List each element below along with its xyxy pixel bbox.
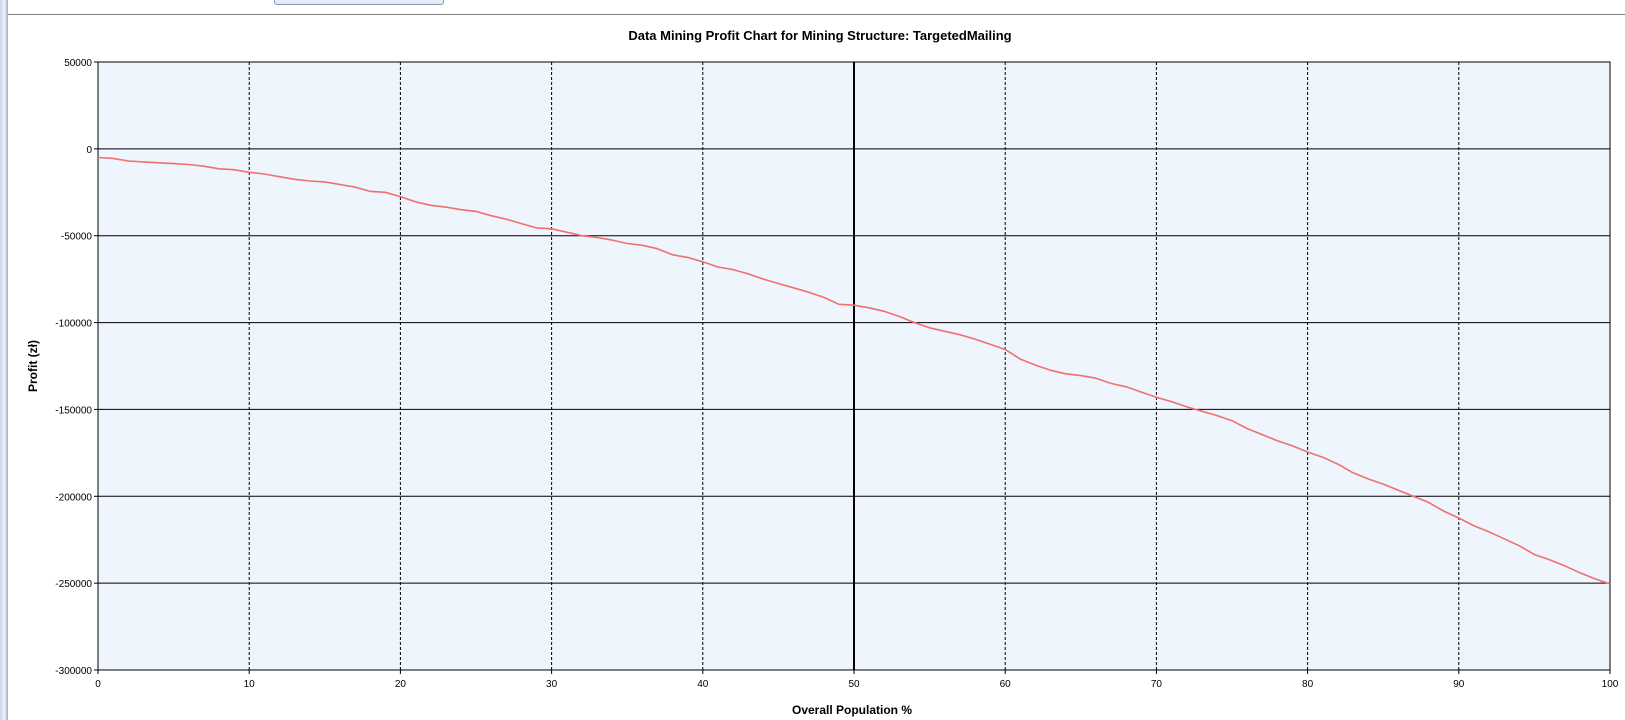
x-tick-label: 80 <box>1302 679 1314 690</box>
x-tick-label: 70 <box>1151 679 1163 690</box>
x-tick-label: 0 <box>95 679 101 690</box>
x-tick-label: 60 <box>1000 679 1012 690</box>
y-tick-label: 50000 <box>64 58 92 69</box>
x-tick-label: 30 <box>546 679 558 690</box>
y-tick-label: -100000 <box>55 319 92 330</box>
x-gridlines <box>248 62 1460 670</box>
x-axis-ticks: 0 10 20 30 40 50 60 70 80 90 100 <box>95 670 1619 690</box>
x-tick-label: 50 <box>848 679 860 690</box>
y-axis-title: Profit (zł) <box>26 340 40 392</box>
chart-title: Data Mining Profit Chart for Mining Stru… <box>628 28 1011 43</box>
header-divider <box>8 14 1625 15</box>
x-tick-label: 40 <box>697 679 709 690</box>
y-tick-label: 0 <box>86 145 92 156</box>
x-tick-label: 10 <box>244 679 256 690</box>
x-tick-label: 20 <box>395 679 407 690</box>
y-tick-label: -300000 <box>55 666 92 677</box>
y-axis-ticks: 50000 0 -50000 -100000 -150000 -200000 -250000… <box>55 58 98 677</box>
x-axis-title: Overall Population % <box>792 703 912 717</box>
y-tick-label: -50000 <box>61 232 93 243</box>
y-tick-label: -200000 <box>55 492 92 503</box>
x-tick-label: 100 <box>1602 679 1619 690</box>
window-left-border <box>0 0 8 720</box>
toolbar-tab[interactable] <box>274 0 444 5</box>
y-tick-label: -150000 <box>55 405 92 416</box>
y-tick-label: -250000 <box>55 579 92 590</box>
x-tick-label: 90 <box>1453 679 1465 690</box>
profit-series-line <box>97 156 1611 585</box>
series-layer <box>97 156 1611 585</box>
